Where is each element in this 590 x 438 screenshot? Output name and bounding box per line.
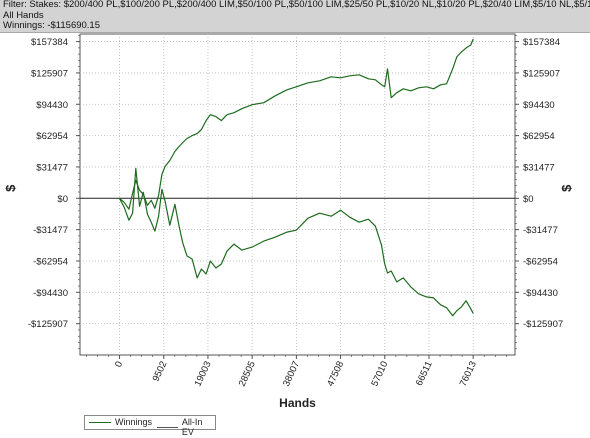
y-tick-label-left: $125907 [31, 68, 68, 79]
y-tick-label-right: -$62954 [523, 256, 558, 267]
legend-item-allin-ev: All-In EV [157, 417, 215, 437]
filter-header: Filter: Stakes: $200/400 PL,$100/200 PL,… [0, 0, 590, 33]
plot-frame [79, 33, 516, 356]
y-tick-label-left: $62954 [36, 131, 68, 142]
winnings-chart: $157384 $157384 $125907 $125907 $94430 $94430… [3, 33, 574, 410]
legend-item-winnings: Winnings [89, 417, 152, 427]
legend-label-allin-ev: All-In EV [181, 417, 203, 437]
x-axis-title: Hands [279, 396, 316, 410]
y-tick-label-right: $94430 [523, 100, 555, 111]
x-tick-label: 66511 [414, 360, 435, 388]
series-line-winnings [118, 167, 474, 317]
y-tick-label-right: -$31477 [523, 225, 558, 236]
winnings-summary: Winnings: -$115690.15 [3, 21, 100, 31]
y-tick-label-left: $31477 [36, 162, 68, 173]
x-tick-label: 47508 [325, 360, 346, 389]
y-axis-title-right: $ [559, 184, 574, 192]
y-tick-label-left: -$62954 [33, 256, 68, 267]
y-axis-title-left: $ [3, 184, 18, 192]
subset-label: All Hands [3, 10, 44, 21]
y-tick-label-left: -$94430 [33, 288, 68, 299]
chart-legend: Winnings All-In EV [84, 415, 216, 437]
legend-label-winnings: Winnings [115, 417, 153, 427]
series-line-allin-ev [119, 38, 474, 210]
x-tick-label: 19003 [193, 360, 214, 389]
y-tick-label-right: -$125907 [523, 319, 563, 330]
y-tick-label-right: $31477 [523, 162, 555, 173]
x-tick-label: 38007 [281, 360, 302, 389]
x-tick-label: 76013 [458, 360, 479, 389]
x-tick-label: 0 [113, 360, 125, 369]
legend-swatch-winnings [89, 421, 111, 423]
legend-swatch-allin-ev [157, 426, 178, 428]
y-tick-label-left: $157384 [31, 37, 68, 48]
filter-text: Filter: Stakes: $200/400 PL,$100/200 PL,… [3, 0, 590, 10]
y-tick-label-right: $0 [523, 194, 534, 205]
x-tick-label: 9502 [151, 360, 170, 384]
y-tick-label-right: $125907 [523, 68, 560, 79]
x-tick-label: 28505 [237, 360, 258, 389]
y-tick-label-right: $157384 [523, 37, 560, 48]
y-tick-label-left: $0 [57, 194, 68, 205]
y-tick-label-right: $62954 [523, 131, 555, 142]
y-tick-label-right: -$94430 [523, 288, 558, 299]
y-tick-label-left: -$125907 [28, 319, 68, 330]
x-tick-label: 57010 [369, 360, 390, 389]
y-tick-label-left: -$31477 [33, 225, 68, 236]
y-tick-label-left: $94430 [36, 100, 68, 111]
